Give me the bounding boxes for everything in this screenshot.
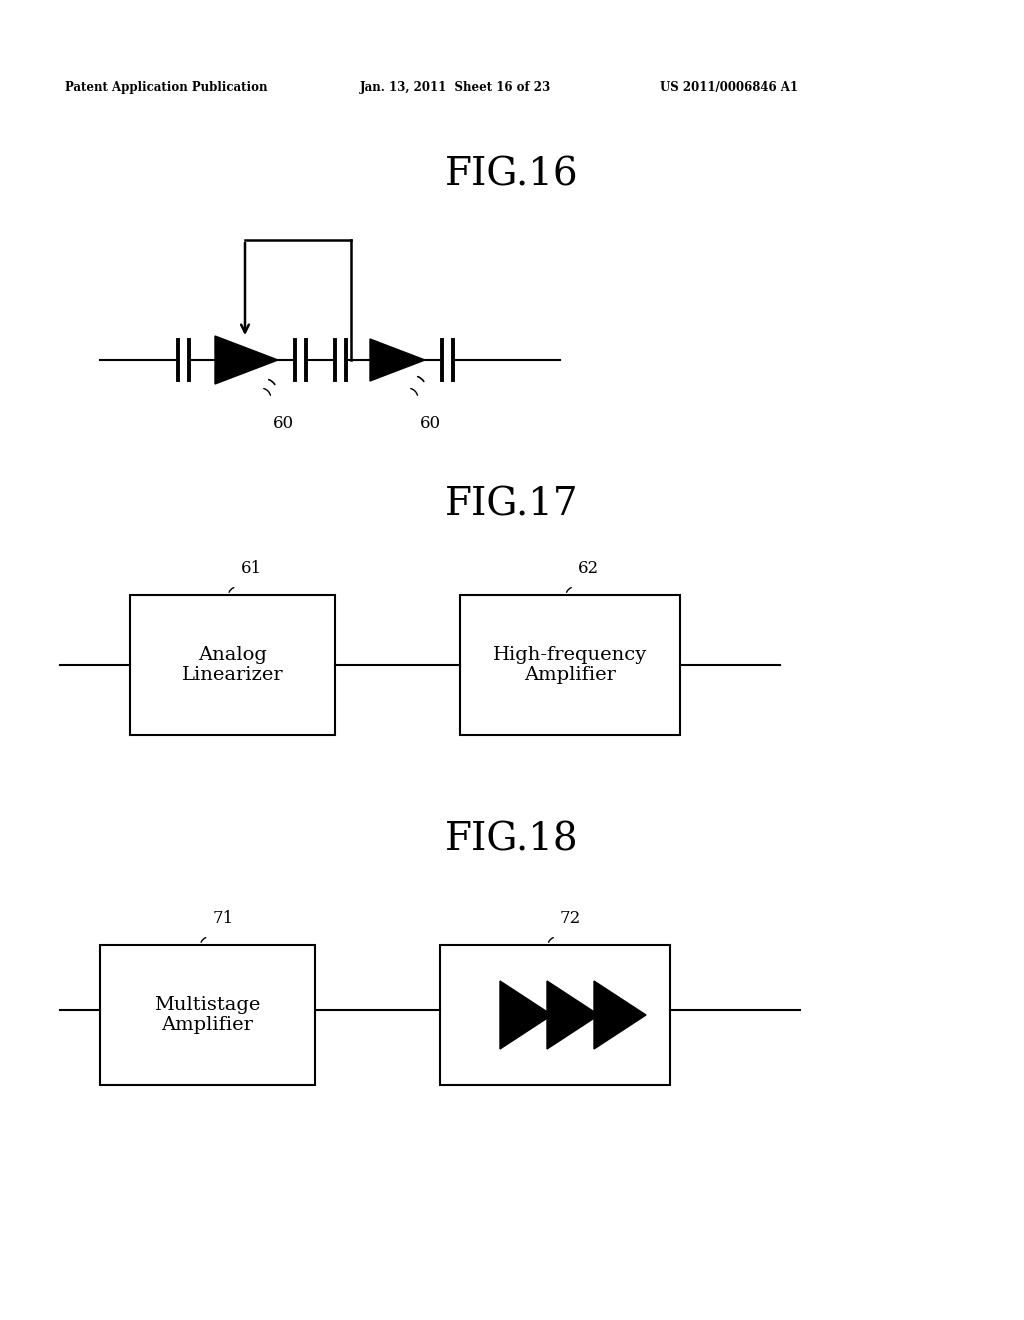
Text: Analog
Linearizer: Analog Linearizer — [181, 645, 284, 684]
Text: 60: 60 — [273, 414, 294, 432]
Text: 61: 61 — [241, 560, 261, 577]
Polygon shape — [215, 337, 278, 384]
Bar — [460, 595, 680, 735]
Bar — [440, 945, 670, 1085]
Text: 71: 71 — [213, 909, 233, 927]
Polygon shape — [370, 339, 425, 381]
Text: FIG.18: FIG.18 — [445, 821, 579, 858]
Polygon shape — [594, 981, 646, 1049]
Text: High-frequency
Amplifier: High-frequency Amplifier — [493, 645, 647, 684]
Text: 60: 60 — [420, 414, 441, 432]
Text: 72: 72 — [560, 909, 582, 927]
Text: Jan. 13, 2011  Sheet 16 of 23: Jan. 13, 2011 Sheet 16 of 23 — [360, 82, 551, 95]
Bar — [130, 595, 335, 735]
Text: 62: 62 — [578, 560, 599, 577]
Polygon shape — [500, 981, 552, 1049]
Bar — [100, 945, 315, 1085]
Text: FIG.17: FIG.17 — [445, 487, 579, 524]
Polygon shape — [547, 981, 599, 1049]
Text: US 2011/0006846 A1: US 2011/0006846 A1 — [660, 82, 798, 95]
Text: FIG.16: FIG.16 — [445, 157, 579, 194]
Text: Multistage
Amplifier: Multistage Amplifier — [155, 995, 261, 1035]
Text: Patent Application Publication: Patent Application Publication — [65, 82, 267, 95]
